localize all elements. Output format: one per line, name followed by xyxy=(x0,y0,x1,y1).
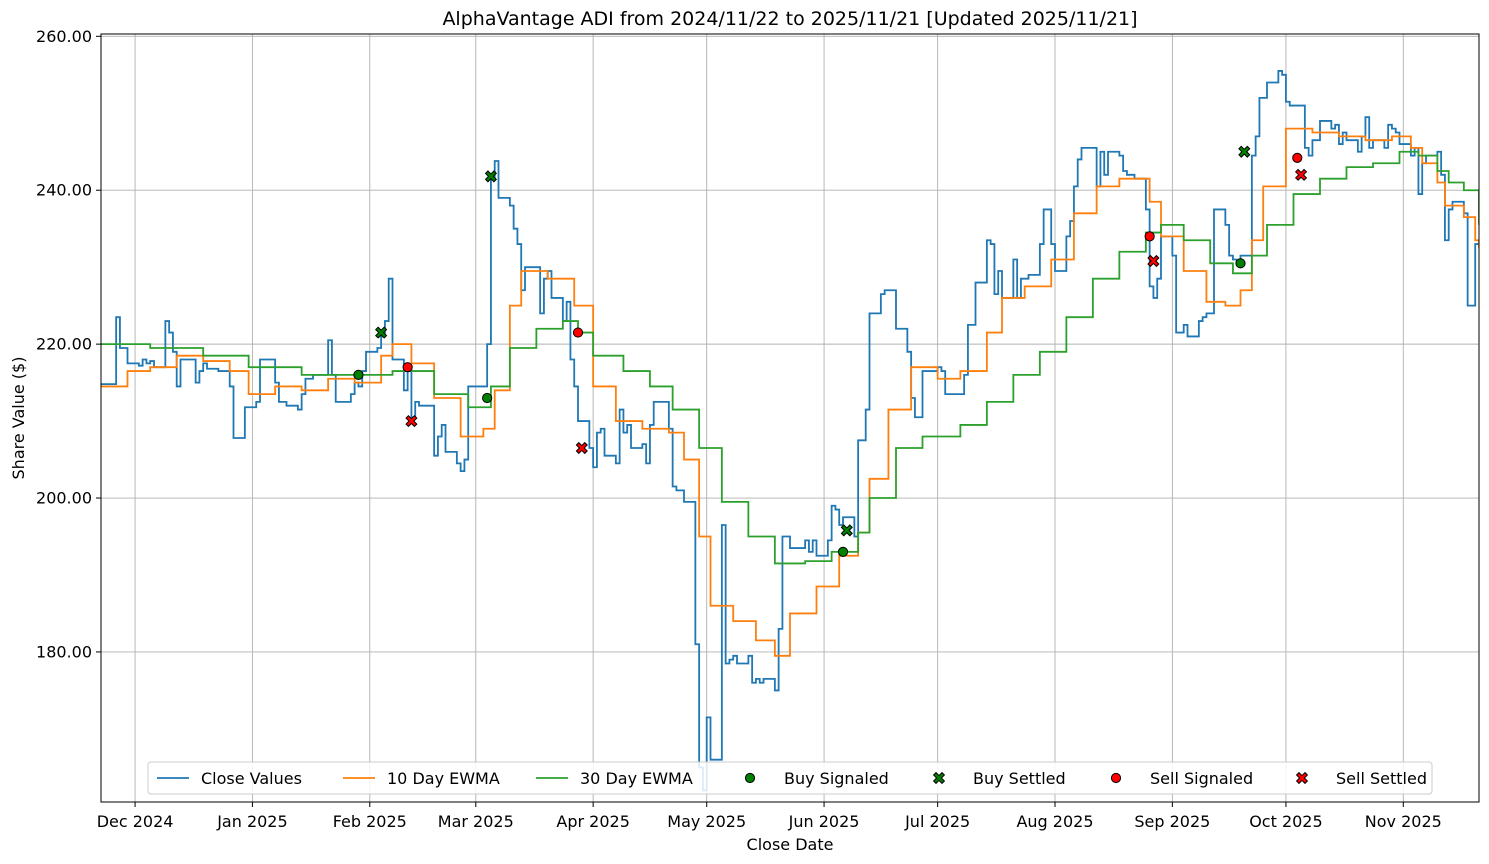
x-axis-title: Close Date xyxy=(747,835,834,854)
legend: Close Values 10 Day EWMA 30 Day EWMA Buy Si… xyxy=(147,761,1433,795)
series-close-values xyxy=(101,70,1479,792)
sell-settled-marker xyxy=(1147,254,1160,268)
buy-signaled-marker xyxy=(1235,258,1246,269)
x-tick-label: Oct 2025 xyxy=(1249,812,1322,831)
x-tick-label: Jan 2025 xyxy=(216,812,287,831)
x-tick-label: Apr 2025 xyxy=(556,812,629,831)
x-axis: Dec 2024 Jan 2025 Feb 2025 Mar 2025 Apr 2025… xyxy=(97,802,1442,831)
sell-signaled-marker xyxy=(1292,152,1303,163)
buy-settled-marker xyxy=(840,524,853,537)
legend-item-close-values: Close Values xyxy=(157,769,302,788)
legend-x-swatch xyxy=(1295,771,1309,785)
legend-item-buy-settled: Buy Settled xyxy=(932,769,1066,788)
legend-item-10-day-ewma: 10 Day EWMA xyxy=(343,769,500,788)
legend-item-sell-settled: Sell Settled xyxy=(1295,769,1427,788)
buy-signaled-marker xyxy=(837,546,849,557)
sell-settled-marker xyxy=(1294,168,1308,181)
x-tick-label: Sep 2025 xyxy=(1134,812,1210,831)
x-tick-label: Aug 2025 xyxy=(1016,812,1093,831)
x-tick-label: Feb 2025 xyxy=(333,812,407,831)
grid xyxy=(101,34,1479,802)
legend-label: Sell Settled xyxy=(1336,769,1427,788)
buy-settled-marker xyxy=(1238,145,1251,158)
series-10-day-ewma xyxy=(101,127,1479,657)
sell-signaled-marker xyxy=(1144,231,1155,242)
legend-circle-swatch xyxy=(1110,772,1122,784)
y-tick-label: 220.00 xyxy=(36,335,92,354)
y-tick-label: 260.00 xyxy=(36,27,92,46)
x-tick-label: May 2025 xyxy=(667,812,746,831)
sell-settled-marker xyxy=(405,414,418,428)
buy-signaled-markers xyxy=(353,258,1246,557)
buy-settled-markers xyxy=(375,145,1251,537)
y-axis-title: Share Value ($) xyxy=(9,357,28,480)
y-tick-label: 180.00 xyxy=(36,642,92,661)
sell-signaled-markers xyxy=(402,152,1303,373)
buy-signaled-marker xyxy=(353,369,364,381)
legend-label: Close Values xyxy=(201,769,302,788)
plot-frame xyxy=(100,33,1480,803)
legend-label: Buy Settled xyxy=(973,769,1066,788)
legend-label: Buy Signaled xyxy=(784,769,889,788)
plot-area xyxy=(101,70,1479,792)
legend-label: 10 Day EWMA xyxy=(387,769,500,788)
x-tick-label: Jun 2025 xyxy=(788,812,860,831)
y-tick-label: 200.00 xyxy=(36,489,92,508)
y-tick-label: 240.00 xyxy=(36,181,92,200)
legend-label: Sell Signaled xyxy=(1150,769,1253,788)
legend-box xyxy=(147,761,1433,795)
buy-settled-marker xyxy=(375,326,388,339)
legend-label: 30 Day EWMA xyxy=(580,769,693,788)
series-30-day-ewma xyxy=(101,150,1479,565)
buy-signaled-marker xyxy=(482,392,493,404)
x-tick-label: Mar 2025 xyxy=(438,812,514,831)
sell-settled-marker xyxy=(575,441,588,455)
buy-settled-marker xyxy=(484,170,498,183)
legend-item-30-day-ewma: 30 Day EWMA xyxy=(536,769,693,788)
sell-signaled-marker xyxy=(572,327,584,338)
legend-item-sell-signaled: Sell Signaled xyxy=(1110,769,1253,788)
sell-settled-markers xyxy=(405,168,1308,455)
x-tick-label: Jul 2025 xyxy=(904,812,970,831)
legend-circle-swatch xyxy=(744,772,756,784)
sell-signaled-marker xyxy=(402,362,413,373)
chart-title: AlphaVantage ADI from 2024/11/22 to 2025… xyxy=(442,8,1137,30)
legend-x-swatch xyxy=(932,771,946,785)
series-lines xyxy=(101,70,1479,792)
legend-item-buy-signaled: Buy Signaled xyxy=(744,769,889,788)
y-axis: 180.00 200.00 220.00 240.00 260.00 xyxy=(36,27,101,661)
x-tick-label: Nov 2025 xyxy=(1365,812,1442,831)
x-tick-label: Dec 2024 xyxy=(97,812,174,831)
